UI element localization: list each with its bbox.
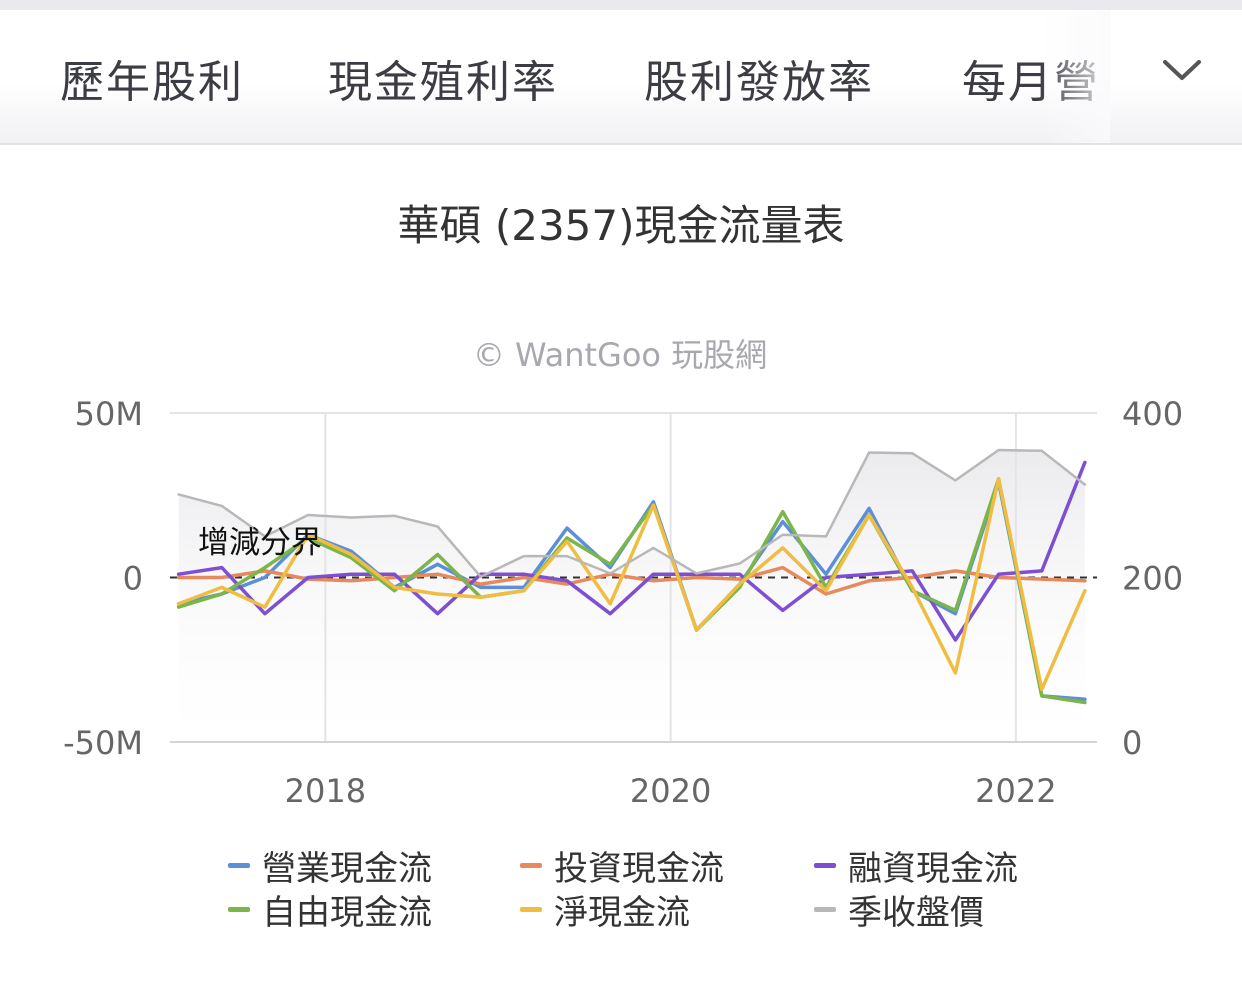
tab-payout-ratio[interactable]: 股利發放率 bbox=[644, 57, 874, 108]
legend-label: 融資現金流 bbox=[848, 848, 1018, 889]
tab-cash-yield[interactable]: 現金殖利率 bbox=[328, 57, 558, 108]
x-tick-label: 2018 bbox=[285, 772, 366, 810]
legend-swatch bbox=[814, 862, 836, 868]
y-right-tick-label: 200 bbox=[1122, 560, 1183, 598]
tab-more-area bbox=[1110, 10, 1242, 143]
legend-swatch bbox=[520, 862, 542, 868]
legend-swatch bbox=[520, 906, 542, 912]
y-left-tick-label: -50M bbox=[63, 724, 143, 762]
x-tick-label: 2020 bbox=[630, 772, 711, 810]
legend-item-net[interactable]: 淨現金流 bbox=[520, 886, 690, 933]
legend-item-free[interactable]: 自由現金流 bbox=[228, 886, 432, 933]
y-left-tick-label: 50M bbox=[75, 395, 143, 433]
chevron-down-icon[interactable] bbox=[1162, 58, 1202, 82]
y-right-tick-label: 0 bbox=[1122, 724, 1142, 762]
cash-flow-chart: © WantGoo 玩股網 50M 0 -50M 400 200 0 2018 2020 2022… bbox=[63, 336, 1183, 810]
legend-swatch bbox=[228, 862, 250, 868]
tab-fade-overlay bbox=[1040, 10, 1120, 143]
y-left-tick-label: 0 bbox=[123, 560, 143, 598]
chart-legend: 營業現金流 投資現金流 融資現金流 自由現金流 淨現金流 季收盤價 bbox=[228, 842, 1188, 942]
legend-label: 自由現金流 bbox=[262, 892, 432, 933]
legend-label: 營業現金流 bbox=[262, 848, 432, 889]
legend-label: 投資現金流 bbox=[554, 848, 724, 889]
legend-swatch bbox=[814, 906, 836, 912]
series-line-2[interactable] bbox=[176, 460, 1087, 642]
watermark-text: © WantGoo 玩股網 bbox=[473, 336, 767, 374]
legend-item-price[interactable]: 季收盤價 bbox=[814, 886, 984, 933]
legend-item-investing[interactable]: 投資現金流 bbox=[520, 842, 724, 889]
series-line-4[interactable] bbox=[176, 477, 1087, 692]
legend-item-financing[interactable]: 融資現金流 bbox=[814, 842, 1018, 889]
chart-title: 華碩 (2357)現金流量表 bbox=[397, 201, 845, 250]
legend-label: 淨現金流 bbox=[554, 892, 690, 933]
legend-label: 季收盤價 bbox=[848, 892, 984, 933]
legend-item-operating[interactable]: 營業現金流 bbox=[228, 842, 432, 889]
series-line-5[interactable] bbox=[177, 448, 1087, 578]
status-strip bbox=[0, 0, 1242, 10]
series-line-1[interactable] bbox=[176, 565, 1087, 596]
x-tick-label: 2022 bbox=[975, 772, 1056, 810]
zero-annotation: 增減分界 bbox=[198, 525, 322, 561]
legend-swatch bbox=[228, 906, 250, 912]
tab-historical-dividend[interactable]: 歷年股利 bbox=[60, 57, 244, 108]
y-right-tick-label: 400 bbox=[1122, 395, 1183, 433]
tab-bar: 歷年股利 現金殖利率 股利發放率 每月營 bbox=[0, 10, 1242, 145]
series-line-3[interactable] bbox=[176, 477, 1087, 705]
